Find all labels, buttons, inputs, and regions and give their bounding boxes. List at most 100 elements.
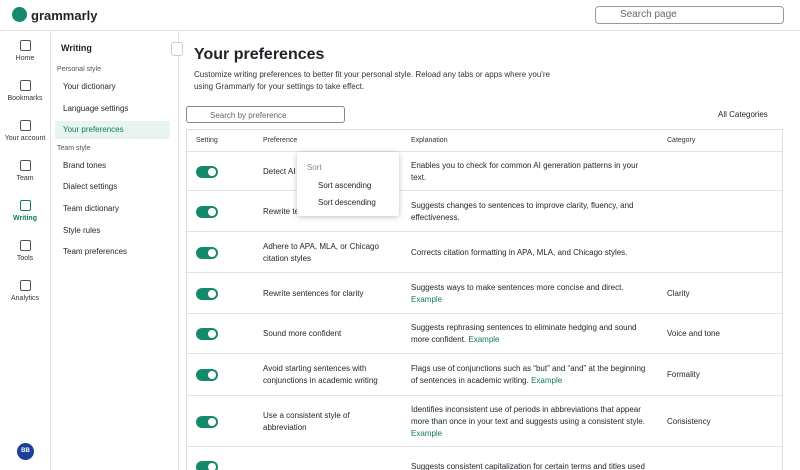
nav-item[interactable]: Writing — [0, 200, 50, 222]
example-link[interactable]: Example — [411, 428, 443, 438]
table-row: Sound more confident Suggests rephrasing … — [187, 313, 782, 354]
table-row: Detect AI Enables you to check for common… — [187, 151, 782, 191]
nav-item[interactable]: Home — [0, 40, 50, 62]
toggle[interactable] — [196, 205, 218, 218]
explanation: Suggests ways to make sentences more con… — [411, 282, 651, 306]
section-title: Personal style — [57, 66, 101, 73]
explanation-text: Enables you to check for common AI gener… — [411, 160, 639, 182]
explanation-text: Suggests ways to make sentences more con… — [411, 282, 624, 292]
nav-icon — [19, 200, 31, 211]
preference: Detect AI — [263, 166, 296, 176]
table-row: Suggests consistent capitalization for c… — [187, 446, 782, 470]
category-filter[interactable]: All Categories — [718, 110, 768, 119]
explanation-text: Suggests consistent capitalization for c… — [411, 462, 645, 470]
explanation: Flags use of conjunctions such as “but” … — [411, 363, 651, 387]
explanation-text: Suggests rephrasing sentences to elimina… — [411, 323, 637, 344]
nav-item[interactable]: Tools — [0, 240, 50, 262]
sort-menu: Sort Sort ascending Sort descending — [297, 152, 399, 216]
nav-icon — [19, 80, 31, 91]
preference: Avoid starting sentences with conjunctio… — [263, 364, 378, 385]
nav-label: Your account — [4, 135, 46, 142]
sidebar-item[interactable]: Brand tones — [63, 160, 107, 170]
explanation-text: Identifies inconsistent use of periods i… — [411, 404, 645, 426]
nav-icon — [19, 280, 31, 291]
menu-item[interactable]: Sort ascending — [318, 181, 372, 190]
category: Clarity — [667, 288, 690, 298]
nav-label: Home — [15, 55, 35, 62]
menu-item[interactable]: Sort descending — [318, 198, 376, 207]
example-link[interactable]: Example — [468, 335, 500, 344]
nav-label: Team — [16, 175, 34, 182]
sidebar-title: Writing — [61, 43, 92, 53]
explanation: Suggests rephrasing sentences to elimina… — [411, 322, 651, 346]
explanation: Suggests changes to sentences to improve… — [411, 200, 651, 224]
top-bar: grammarly Search page — [0, 0, 800, 31]
explanation-text: Suggests changes to sentences to improve… — [411, 200, 634, 222]
preference: Rewrite sentences for clarity — [263, 288, 364, 298]
toggle[interactable] — [196, 415, 218, 428]
logo: grammarly — [31, 8, 98, 23]
sidebar-item[interactable]: Team dictionary — [63, 204, 120, 213]
table-row: Adhere to APA, MLA, or Chicago citation … — [187, 231, 782, 273]
nav-item[interactable]: Team — [0, 160, 50, 182]
toggle[interactable] — [196, 246, 218, 259]
sidebar-item[interactable]: Team preferences — [63, 247, 128, 257]
example-link[interactable]: Example — [531, 376, 563, 385]
avatar[interactable]: BB — [17, 443, 34, 460]
toggle[interactable] — [196, 328, 218, 340]
table-row: Rewrite te Suggests changes to sentences … — [187, 190, 782, 232]
logo-icon — [12, 7, 27, 22]
nav-label: Tools — [16, 255, 34, 262]
sidebar-item[interactable]: Dialect settings — [63, 182, 118, 192]
sidebar-item[interactable]: Language settings — [63, 103, 129, 113]
explanation-text: Corrects citation formatting in APA, MLA… — [411, 247, 628, 257]
category: Consistency — [667, 416, 711, 426]
preference: Sound more confident — [263, 329, 342, 338]
nav-item[interactable]: Analytics — [0, 280, 50, 302]
nav-label: Analytics — [10, 295, 39, 302]
sidebar-item[interactable]: Style rules — [63, 225, 101, 235]
toggle[interactable] — [196, 369, 218, 381]
table-row: Rewrite sentences for clarity Suggests wa… — [187, 272, 782, 314]
description: Customize writing preferences to better … — [194, 70, 550, 91]
nav-icon — [19, 240, 31, 251]
table-search[interactable]: Search by preference — [186, 106, 345, 123]
preference: Rewrite te — [263, 206, 300, 216]
category: Voice and tone — [667, 329, 720, 338]
explanation: Corrects citation formatting in APA, MLA… — [411, 247, 651, 259]
toggle[interactable] — [196, 461, 218, 470]
nav-rail: Home Bookmarks Your account Team Writing Tool… — [0, 31, 51, 470]
preference: Adhere to APA, MLA, or Chicago citation … — [263, 241, 379, 263]
page-title: Your preferences — [194, 46, 325, 63]
menu-title: Sort — [307, 163, 322, 172]
sidebar-item[interactable]: Your preferences — [55, 121, 170, 140]
explanation: Identifies inconsistent use of periods i… — [411, 404, 651, 440]
nav-item[interactable]: Your account — [0, 120, 50, 142]
nav-item[interactable]: Bookmarks — [0, 80, 50, 102]
collapse-button[interactable] — [171, 42, 183, 56]
table-row: Use a consistent style of abbreviation Id… — [187, 395, 782, 447]
column-header: Category — [667, 137, 696, 144]
example-link[interactable]: Example — [411, 294, 443, 304]
nav-label: Writing — [13, 215, 37, 222]
sidebar-item[interactable]: Your dictionary — [63, 82, 116, 91]
explanation: Suggests consistent capitalization for c… — [411, 461, 651, 470]
nav-icon — [19, 120, 31, 131]
explanation-text: Flags use of conjunctions such as “but” … — [411, 364, 646, 385]
preference: Use a consistent style of abbreviation — [263, 410, 350, 432]
section-title: Team style — [57, 144, 91, 152]
column-header: Explanation — [411, 137, 448, 144]
nav-icon — [19, 160, 31, 171]
page-search[interactable]: Search page — [595, 6, 784, 24]
sidebar: Writing Personal style Your dictionary Lang… — [51, 31, 179, 470]
table-row: Avoid starting sentences with conjunctio… — [187, 353, 782, 396]
column-header: Preference — [263, 137, 298, 144]
explanation: Enables you to check for common AI gener… — [411, 160, 651, 184]
table: Setting Preference Explanation Category Dete… — [186, 129, 783, 470]
toggle[interactable] — [196, 287, 218, 300]
toggle[interactable] — [196, 165, 218, 178]
nav-icon — [19, 40, 31, 51]
column-header: Setting — [196, 137, 218, 144]
